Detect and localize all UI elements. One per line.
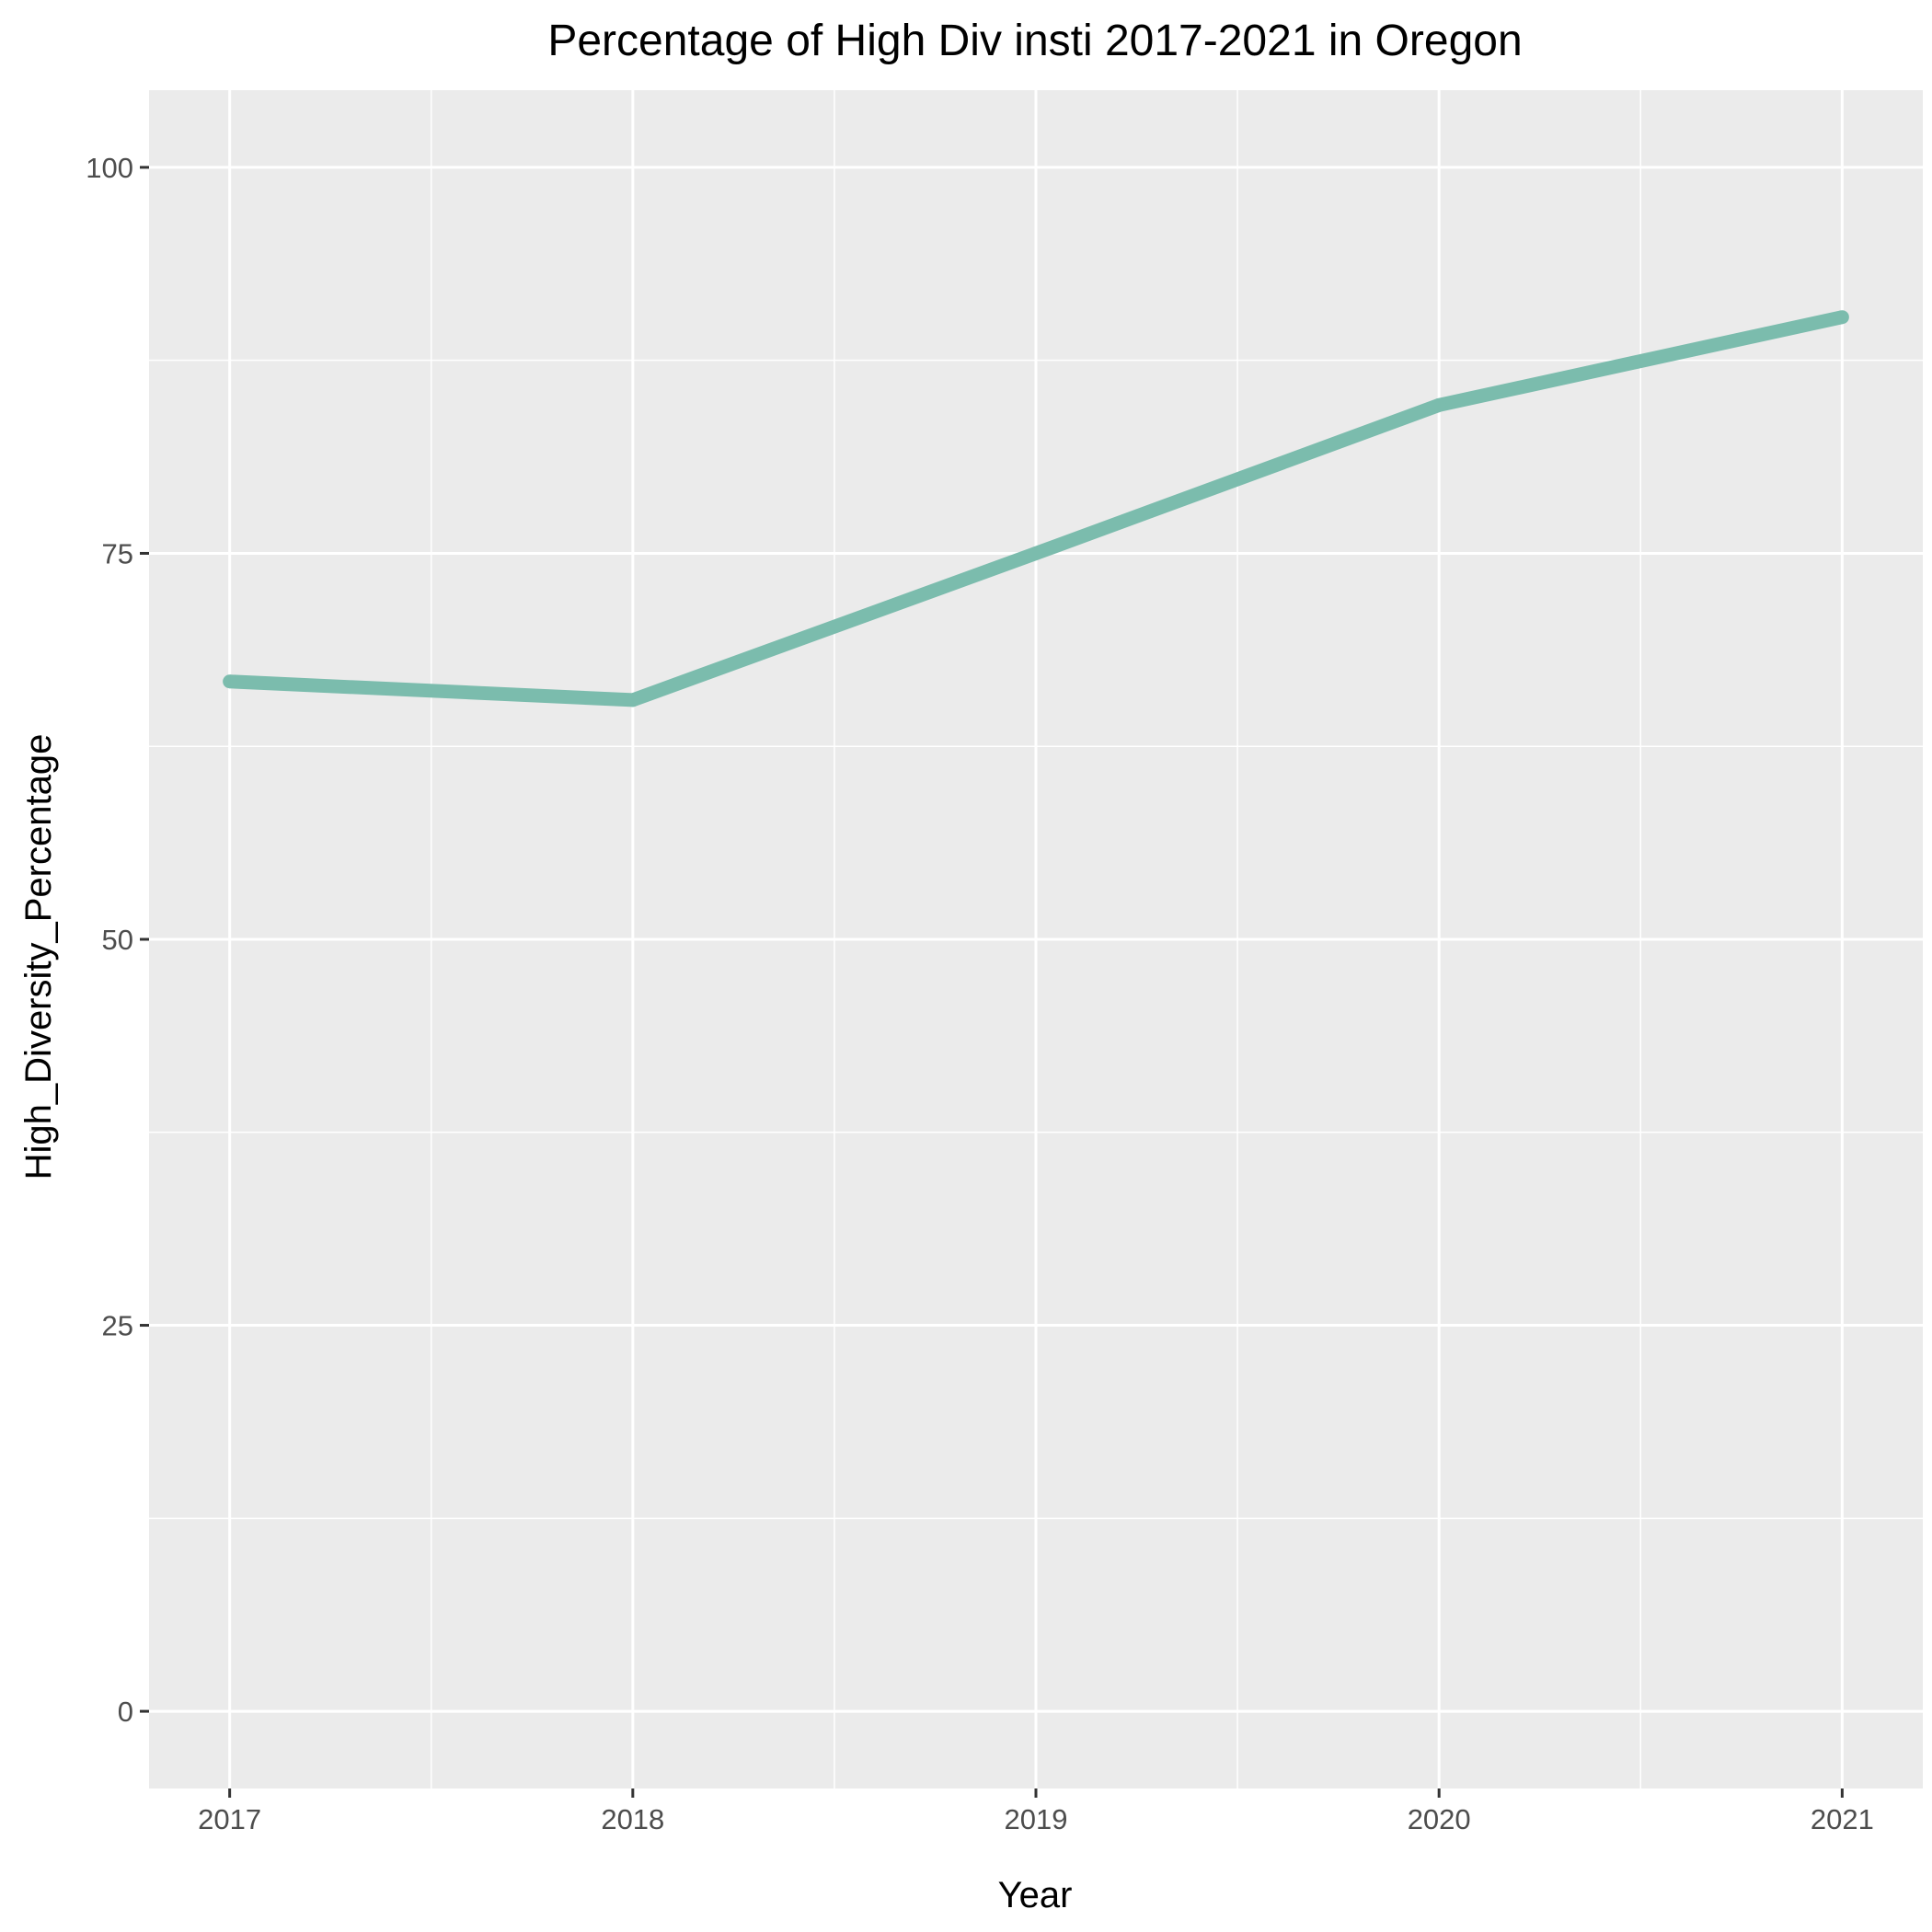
x-axis-title: Year: [998, 1875, 1073, 1915]
x-tick-label: 2018: [601, 1803, 664, 1835]
series-point: [626, 693, 640, 707]
y-axis-title: High_Diversity_Percentage: [18, 734, 59, 1180]
x-axis: 2017 2018 2019 2020 2021: [198, 1788, 1874, 1835]
series-point: [1432, 397, 1446, 412]
y-axis: 0 25 50 75 100: [86, 152, 149, 1728]
series-point: [1029, 546, 1043, 560]
x-tick-label: 2019: [1005, 1803, 1068, 1835]
y-tick-label: 25: [102, 1310, 133, 1342]
chart-title: Percentage of High Div insti 2017-2021 i…: [547, 17, 1522, 65]
series-point: [1834, 310, 1849, 325]
x-tick-label: 2021: [1811, 1803, 1874, 1835]
x-tick-label: 2020: [1408, 1803, 1471, 1835]
y-tick-label: 0: [118, 1696, 133, 1728]
y-tick-label: 50: [102, 924, 133, 956]
series-point: [223, 674, 237, 689]
y-tick-label: 100: [86, 152, 133, 184]
series-layer: [223, 310, 1849, 707]
x-tick-label: 2017: [198, 1803, 261, 1835]
y-tick-label: 75: [102, 537, 133, 569]
